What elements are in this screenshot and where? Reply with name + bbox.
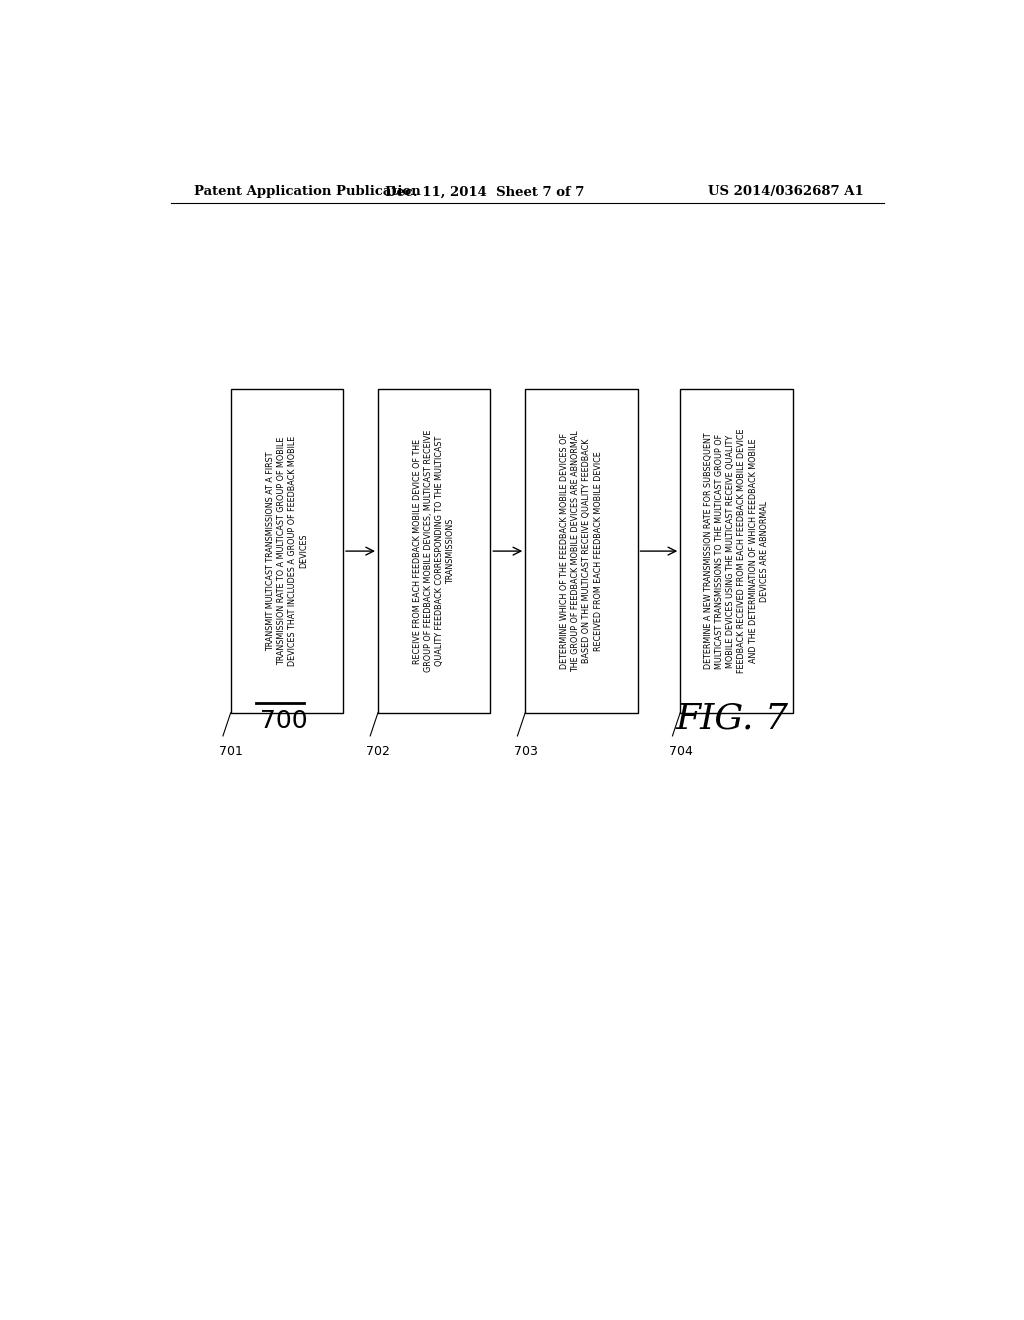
- Bar: [230, 389, 343, 713]
- Text: TRANSMIT MULTICAST TRANSMISSIONS AT A FIRST
TRANSMISSION RATE TO A MULTICAST GRO: TRANSMIT MULTICAST TRANSMISSIONS AT A FI…: [265, 436, 308, 667]
- Bar: [680, 389, 793, 713]
- Bar: [378, 389, 490, 713]
- Text: 702: 702: [367, 744, 390, 758]
- Text: FIG. 7: FIG. 7: [676, 701, 790, 735]
- Text: DETERMINE WHICH OF THE FEEDBACK MOBILE DEVICES OF
THE GROUP OF FEEDBACK MOBILE D: DETERMINE WHICH OF THE FEEDBACK MOBILE D…: [560, 430, 602, 672]
- Text: 701: 701: [219, 744, 243, 758]
- Text: RECEIVE FROM EACH FEEDBACK MOBILE DEVICE OF THE
GROUP OF FEEDBACK MOBILE DEVICES: RECEIVE FROM EACH FEEDBACK MOBILE DEVICE…: [413, 430, 456, 672]
- Text: 704: 704: [669, 744, 692, 758]
- Text: US 2014/0362687 A1: US 2014/0362687 A1: [709, 185, 864, 198]
- Bar: [525, 389, 638, 713]
- Text: 700: 700: [260, 709, 307, 733]
- Text: Patent Application Publication: Patent Application Publication: [194, 185, 421, 198]
- Text: Dec. 11, 2014  Sheet 7 of 7: Dec. 11, 2014 Sheet 7 of 7: [385, 185, 584, 198]
- Text: 703: 703: [514, 744, 538, 758]
- Text: DETERMINE A NEW TRANSMISSION RATE FOR SUBSEQUENT
MULTICAST TRANSMISSIONS TO THE : DETERMINE A NEW TRANSMISSION RATE FOR SU…: [705, 429, 769, 673]
